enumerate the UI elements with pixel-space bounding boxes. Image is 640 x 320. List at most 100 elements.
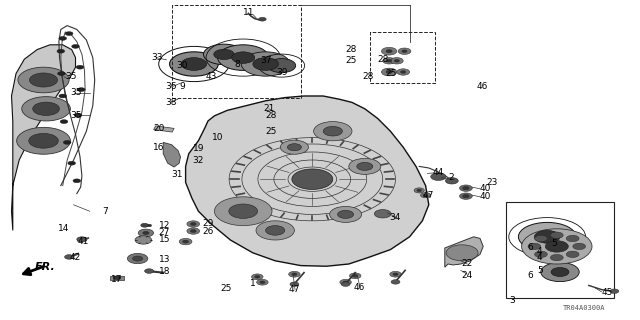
Circle shape — [252, 274, 263, 280]
Text: 21: 21 — [263, 104, 275, 113]
Bar — [172, 5, 301, 98]
Text: 29: 29 — [202, 220, 214, 228]
Text: 36: 36 — [166, 82, 177, 91]
Text: 25: 25 — [266, 127, 277, 136]
Circle shape — [414, 188, 424, 193]
Text: 7: 7 — [102, 207, 108, 216]
Circle shape — [77, 88, 85, 92]
Bar — [370, 32, 435, 83]
Circle shape — [179, 238, 192, 245]
Text: 46: 46 — [354, 284, 365, 292]
Circle shape — [390, 58, 403, 64]
Circle shape — [63, 140, 71, 144]
Circle shape — [29, 73, 58, 87]
Circle shape — [214, 49, 234, 60]
Circle shape — [353, 275, 358, 277]
Circle shape — [229, 204, 257, 219]
Text: 10: 10 — [212, 133, 223, 142]
Circle shape — [170, 52, 218, 76]
Circle shape — [398, 48, 411, 54]
Text: 23: 23 — [486, 178, 498, 187]
Circle shape — [431, 173, 446, 180]
Text: 30: 30 — [177, 61, 188, 70]
Circle shape — [566, 251, 579, 258]
Circle shape — [338, 211, 354, 219]
Circle shape — [138, 229, 154, 237]
Circle shape — [387, 60, 392, 62]
Circle shape — [534, 235, 547, 242]
Text: FR.: FR. — [35, 262, 56, 272]
Circle shape — [534, 251, 547, 258]
Circle shape — [566, 235, 579, 242]
Circle shape — [391, 280, 400, 284]
Text: 25: 25 — [221, 284, 232, 293]
Text: 16: 16 — [153, 143, 164, 152]
Circle shape — [113, 276, 121, 280]
Circle shape — [463, 195, 469, 198]
Circle shape — [541, 262, 579, 282]
Text: 42: 42 — [70, 253, 81, 262]
Circle shape — [74, 113, 82, 117]
Circle shape — [141, 223, 148, 227]
Circle shape — [59, 94, 67, 98]
Text: 19: 19 — [193, 144, 204, 153]
Text: 24: 24 — [461, 271, 473, 280]
Text: 39: 39 — [276, 68, 287, 76]
Circle shape — [77, 237, 87, 242]
Text: 1: 1 — [250, 279, 255, 288]
Circle shape — [394, 60, 399, 62]
Circle shape — [65, 32, 73, 36]
Circle shape — [550, 232, 563, 238]
Text: 41: 41 — [77, 237, 89, 246]
Circle shape — [57, 49, 65, 53]
Text: 45: 45 — [602, 288, 613, 297]
Text: 25: 25 — [385, 69, 397, 78]
Polygon shape — [163, 142, 180, 167]
Circle shape — [132, 256, 143, 261]
Circle shape — [460, 193, 472, 199]
Circle shape — [29, 133, 58, 148]
Text: 28: 28 — [266, 111, 277, 120]
Circle shape — [390, 271, 401, 277]
Circle shape — [402, 50, 407, 52]
Polygon shape — [12, 45, 76, 230]
Bar — [110, 276, 124, 280]
Circle shape — [349, 158, 381, 174]
Text: 33: 33 — [151, 53, 163, 62]
Text: 40: 40 — [480, 184, 492, 193]
Circle shape — [257, 279, 268, 285]
Circle shape — [191, 223, 196, 225]
Circle shape — [68, 161, 76, 165]
Circle shape — [463, 187, 469, 190]
Circle shape — [22, 97, 70, 121]
Circle shape — [76, 65, 84, 69]
Circle shape — [218, 45, 269, 70]
Text: 17: 17 — [111, 275, 123, 284]
Circle shape — [522, 229, 592, 264]
Text: 35: 35 — [65, 72, 77, 81]
Circle shape — [460, 185, 472, 191]
Text: 11: 11 — [243, 8, 254, 17]
Circle shape — [214, 197, 272, 226]
Text: 26: 26 — [202, 227, 214, 236]
Text: 18: 18 — [159, 268, 170, 276]
Circle shape — [330, 206, 362, 222]
Text: 6: 6 — [527, 244, 533, 252]
Text: 3: 3 — [509, 296, 515, 305]
Text: 2: 2 — [448, 173, 454, 182]
Text: 5: 5 — [552, 239, 557, 248]
Text: 37: 37 — [260, 56, 271, 65]
Circle shape — [187, 228, 200, 234]
Text: 40: 40 — [480, 192, 492, 201]
Circle shape — [33, 102, 60, 116]
Text: 47: 47 — [289, 285, 300, 294]
Circle shape — [349, 273, 361, 279]
Circle shape — [127, 253, 148, 264]
Text: 38: 38 — [166, 98, 177, 107]
Circle shape — [357, 163, 372, 171]
Text: 32: 32 — [193, 156, 204, 164]
Circle shape — [323, 126, 342, 136]
Circle shape — [292, 273, 297, 276]
Text: 35: 35 — [70, 88, 82, 97]
Circle shape — [381, 47, 397, 55]
